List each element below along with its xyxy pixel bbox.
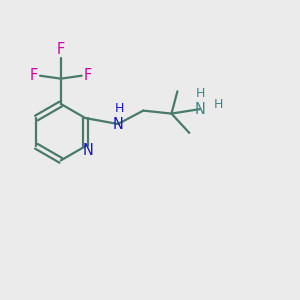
Text: N: N [194, 102, 205, 117]
Text: H: H [214, 98, 224, 111]
Text: F: F [57, 42, 65, 57]
Text: F: F [30, 68, 38, 83]
Text: N: N [112, 117, 123, 132]
Text: N: N [83, 143, 94, 158]
Text: H: H [115, 102, 124, 115]
Text: H: H [196, 87, 205, 100]
Text: F: F [83, 68, 92, 83]
